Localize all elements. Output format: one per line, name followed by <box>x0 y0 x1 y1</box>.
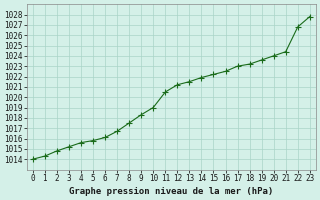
X-axis label: Graphe pression niveau de la mer (hPa): Graphe pression niveau de la mer (hPa) <box>69 187 274 196</box>
